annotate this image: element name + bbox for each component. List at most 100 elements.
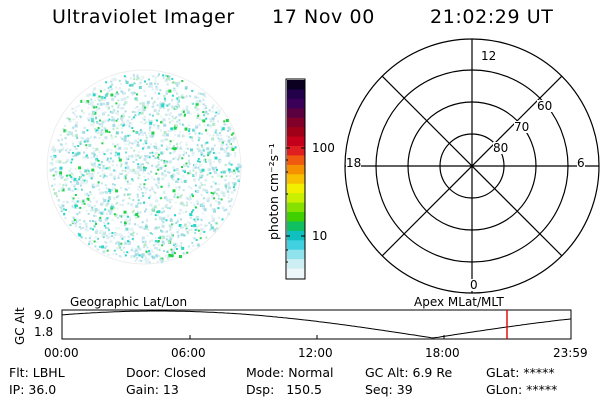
image-pixel bbox=[127, 143, 130, 146]
image-pixel bbox=[124, 169, 127, 172]
image-pixel bbox=[178, 122, 181, 125]
image-pixel bbox=[113, 206, 116, 209]
image-pixel bbox=[230, 149, 233, 152]
image-pixel bbox=[183, 135, 186, 138]
image-pixel bbox=[92, 228, 94, 231]
image-pixel bbox=[180, 233, 184, 237]
image-pixel bbox=[136, 211, 139, 214]
image-pixel bbox=[155, 85, 158, 88]
image-pixel bbox=[128, 134, 131, 137]
image-pixel bbox=[184, 252, 187, 255]
image-pixel bbox=[79, 222, 82, 225]
image-pixel bbox=[166, 207, 169, 209]
image-pixel bbox=[180, 178, 182, 181]
image-pixel bbox=[198, 160, 201, 163]
image-pixel bbox=[110, 93, 114, 97]
image-pixel bbox=[86, 117, 90, 121]
image-pixel bbox=[118, 79, 121, 82]
image-pixel bbox=[175, 248, 178, 250]
image-pixel bbox=[133, 92, 136, 95]
image-pixel bbox=[157, 74, 160, 77]
image-pixel bbox=[137, 215, 140, 218]
image-pixel bbox=[225, 175, 228, 178]
image-pixel bbox=[99, 119, 101, 122]
image-pixel bbox=[175, 244, 178, 247]
image-pixel bbox=[191, 89, 194, 92]
image-pixel bbox=[154, 218, 157, 221]
image-pixel bbox=[102, 191, 105, 194]
image-pixel bbox=[105, 187, 108, 190]
colorbar-cell bbox=[287, 268, 305, 279]
image-pixel bbox=[127, 251, 130, 254]
image-pixel bbox=[216, 106, 219, 109]
image-pixel bbox=[66, 201, 69, 204]
image-pixel bbox=[188, 124, 191, 127]
image-pixel bbox=[64, 182, 67, 185]
image-pixel bbox=[98, 123, 101, 126]
image-pixel bbox=[73, 118, 76, 121]
image-pixel bbox=[155, 76, 158, 79]
image-pixel bbox=[105, 204, 108, 207]
image-pixel bbox=[220, 191, 224, 195]
image-pixel bbox=[225, 147, 228, 150]
image-pixel bbox=[123, 147, 127, 150]
image-pixel bbox=[184, 165, 187, 167]
image-pixel bbox=[109, 152, 112, 155]
image-pixel bbox=[180, 168, 183, 171]
image-pixel bbox=[144, 210, 146, 213]
image-pixel bbox=[146, 103, 149, 106]
image-pixel bbox=[102, 132, 105, 135]
image-pixel bbox=[180, 245, 183, 248]
image-pixel bbox=[111, 116, 114, 118]
image-pixel bbox=[72, 155, 75, 158]
image-pixel bbox=[124, 240, 126, 243]
image-pixel bbox=[90, 161, 93, 164]
image-pixel bbox=[191, 136, 194, 139]
image-pixel bbox=[95, 129, 99, 133]
image-pixel bbox=[225, 208, 228, 211]
image-pixel bbox=[76, 207, 79, 210]
image-pixel bbox=[203, 114, 206, 117]
image-pixel bbox=[49, 162, 52, 165]
image-pixel bbox=[174, 156, 177, 159]
image-pixel bbox=[147, 118, 150, 121]
image-pixel bbox=[118, 243, 120, 246]
image-pixel bbox=[206, 199, 210, 203]
image-pixel bbox=[202, 119, 206, 123]
image-pixel bbox=[100, 95, 104, 99]
image-pixel bbox=[148, 252, 152, 256]
image-pixel bbox=[141, 133, 144, 136]
image-pixel bbox=[111, 118, 115, 122]
image-pixel bbox=[87, 119, 90, 122]
image-pixel bbox=[165, 219, 168, 222]
image-pixel bbox=[192, 169, 195, 172]
image-pixel bbox=[168, 146, 171, 150]
image-pixel bbox=[213, 208, 216, 211]
image-pixel bbox=[169, 228, 172, 231]
image-pixel bbox=[116, 233, 119, 236]
image-pixel bbox=[92, 197, 95, 200]
image-pixel bbox=[116, 143, 119, 146]
image-pixel bbox=[217, 207, 220, 210]
image-pixel bbox=[205, 129, 207, 132]
image-pixel bbox=[198, 117, 202, 121]
image-pixel bbox=[165, 133, 169, 137]
image-pixel bbox=[215, 200, 218, 203]
image-pixel bbox=[199, 99, 201, 102]
image-pixel bbox=[109, 209, 113, 213]
image-pixel bbox=[199, 173, 201, 176]
image-pixel bbox=[217, 112, 220, 115]
image-pixel bbox=[120, 114, 123, 117]
image-pixel bbox=[180, 93, 184, 97]
image-pixel bbox=[140, 253, 144, 257]
image-pixel bbox=[86, 137, 90, 141]
image-pixel bbox=[149, 189, 151, 192]
image-pixel bbox=[211, 175, 214, 178]
image-pixel bbox=[113, 249, 116, 252]
image-pixel bbox=[120, 115, 123, 118]
image-pixel bbox=[226, 135, 228, 138]
image-pixel bbox=[176, 104, 179, 107]
image-pixel bbox=[106, 101, 110, 105]
image-pixel bbox=[65, 161, 68, 164]
image-pixel bbox=[113, 177, 116, 180]
